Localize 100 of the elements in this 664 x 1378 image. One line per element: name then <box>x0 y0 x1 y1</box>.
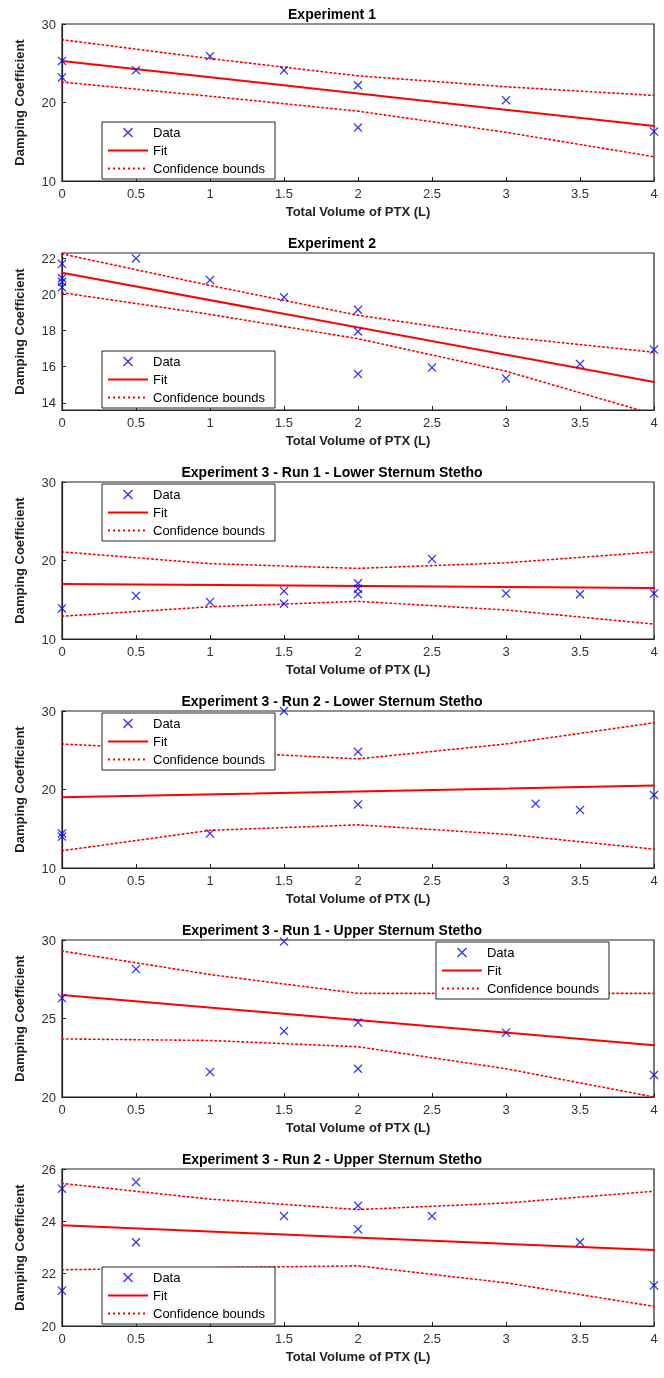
chart-title: Experiment 2 <box>288 235 377 251</box>
x-tick-label: 0 <box>58 415 66 430</box>
point <box>57 603 67 613</box>
point <box>501 373 511 383</box>
legend-label: Confidence bounds <box>153 161 266 176</box>
x-tick-label: 1 <box>206 186 214 201</box>
y-tick-label: 10 <box>41 860 56 876</box>
legend-label: Confidence bounds <box>153 390 266 405</box>
point <box>353 80 363 90</box>
point <box>575 589 585 599</box>
point <box>575 1237 585 1247</box>
point <box>205 1067 215 1077</box>
line-series <box>61 551 655 570</box>
x-axis-title: Total Volume of PTX (L) <box>285 433 431 448</box>
point <box>279 599 289 609</box>
point <box>649 345 659 355</box>
x-tick-label: 4 <box>650 186 658 201</box>
x-tick-label: 0 <box>58 644 66 659</box>
x-tick-label: 0 <box>58 873 66 888</box>
y-tick-label: 30 <box>41 703 56 719</box>
chart-title: Experiment 3 - Run 2 - Lower Sternum Stetho <box>181 693 483 709</box>
point <box>353 747 363 757</box>
point <box>501 1028 511 1038</box>
legend-label: Confidence bounds <box>486 981 600 996</box>
y-tick-label: 20 <box>41 1089 56 1105</box>
x-tick-label: 2.5 <box>422 1331 442 1346</box>
y-tick-label: 30 <box>41 16 56 32</box>
point <box>131 253 141 263</box>
y-tick-label: 20 <box>41 287 56 303</box>
point <box>57 72 67 82</box>
y-axis-title: Damping Coefficient <box>12 38 27 166</box>
x-tick-label: 1 <box>206 415 214 430</box>
x-tick-label: 3.5 <box>570 415 590 430</box>
point <box>205 51 215 61</box>
x-tick-label: 2 <box>354 186 362 201</box>
x-tick-label: 4 <box>650 415 658 430</box>
chart-title: Experiment 3 - Run 1 - Upper Sternum Stetho <box>181 922 483 938</box>
chart-title: Experiment 3 - Run 2 - Upper Sternum Stetho <box>181 1151 483 1167</box>
point <box>353 1224 363 1234</box>
line-series <box>61 824 655 852</box>
x-tick-label: 1 <box>206 1331 214 1346</box>
point <box>649 1280 659 1290</box>
legend-label: Confidence bounds <box>153 523 266 538</box>
point <box>649 127 659 137</box>
x-tick-label: 3 <box>502 644 510 659</box>
x-tick-label: 4 <box>650 644 658 659</box>
x-tick-label: 3 <box>502 1102 510 1117</box>
y-tick-label: 22 <box>41 250 56 266</box>
point <box>353 589 363 599</box>
y-axis-title: Damping Coefficient <box>12 1183 27 1311</box>
x-axis-title: Total Volume of PTX (L) <box>285 1120 431 1135</box>
y-axis-title: Damping Coefficient <box>12 725 27 853</box>
point <box>131 591 141 601</box>
legend-label: Fit <box>153 734 168 749</box>
point <box>353 305 363 315</box>
point <box>353 1064 363 1074</box>
x-tick-label: 1 <box>206 644 214 659</box>
point <box>353 123 363 133</box>
y-tick-label: 10 <box>41 173 56 189</box>
x-tick-label: 3.5 <box>570 644 590 659</box>
point <box>57 282 67 292</box>
x-tick-label: 2.5 <box>422 873 442 888</box>
x-tick-label: 3.5 <box>570 1331 590 1346</box>
line-series <box>61 38 655 97</box>
x-tick-label: 0.5 <box>126 644 146 659</box>
y-tick-label: 26 <box>41 1161 56 1177</box>
x-tick-label: 0 <box>58 1331 66 1346</box>
point <box>57 1184 67 1194</box>
x-tick-label: 0.5 <box>126 873 146 888</box>
x-tick-label: 0.5 <box>126 1102 146 1117</box>
y-tick-label: 20 <box>41 1318 56 1334</box>
x-tick-label: 2 <box>354 415 362 430</box>
x-tick-label: 1.5 <box>274 1102 294 1117</box>
legend-label: Fit <box>153 1288 168 1303</box>
y-tick-label: 22 <box>41 1266 56 1282</box>
x-tick-label: 3 <box>502 1331 510 1346</box>
legend-label: Confidence bounds <box>153 752 266 767</box>
x-tick-label: 3.5 <box>570 186 590 201</box>
x-axis-title: Total Volume of PTX (L) <box>285 204 431 219</box>
point <box>279 65 289 75</box>
point <box>427 363 437 373</box>
point <box>57 1286 67 1296</box>
point <box>131 1237 141 1247</box>
legend-label: Data <box>153 487 182 502</box>
point <box>279 937 289 947</box>
point <box>57 832 67 842</box>
chart-title: Experiment 1 <box>288 6 377 22</box>
legend-label: Data <box>153 716 182 731</box>
x-tick-label: 3 <box>502 186 510 201</box>
y-tick-label: 18 <box>41 323 56 339</box>
y-tick-label: 14 <box>41 395 56 411</box>
legend-label: Data <box>153 125 182 140</box>
x-tick-label: 2 <box>354 644 362 659</box>
y-tick-label: 20 <box>41 782 56 797</box>
x-tick-label: 2.5 <box>422 644 442 659</box>
x-tick-label: 0 <box>58 1102 66 1117</box>
x-tick-label: 0.5 <box>126 186 146 201</box>
x-axis-title: Total Volume of PTX (L) <box>285 1349 431 1364</box>
x-tick-label: 1.5 <box>274 415 294 430</box>
x-tick-label: 0.5 <box>126 415 146 430</box>
